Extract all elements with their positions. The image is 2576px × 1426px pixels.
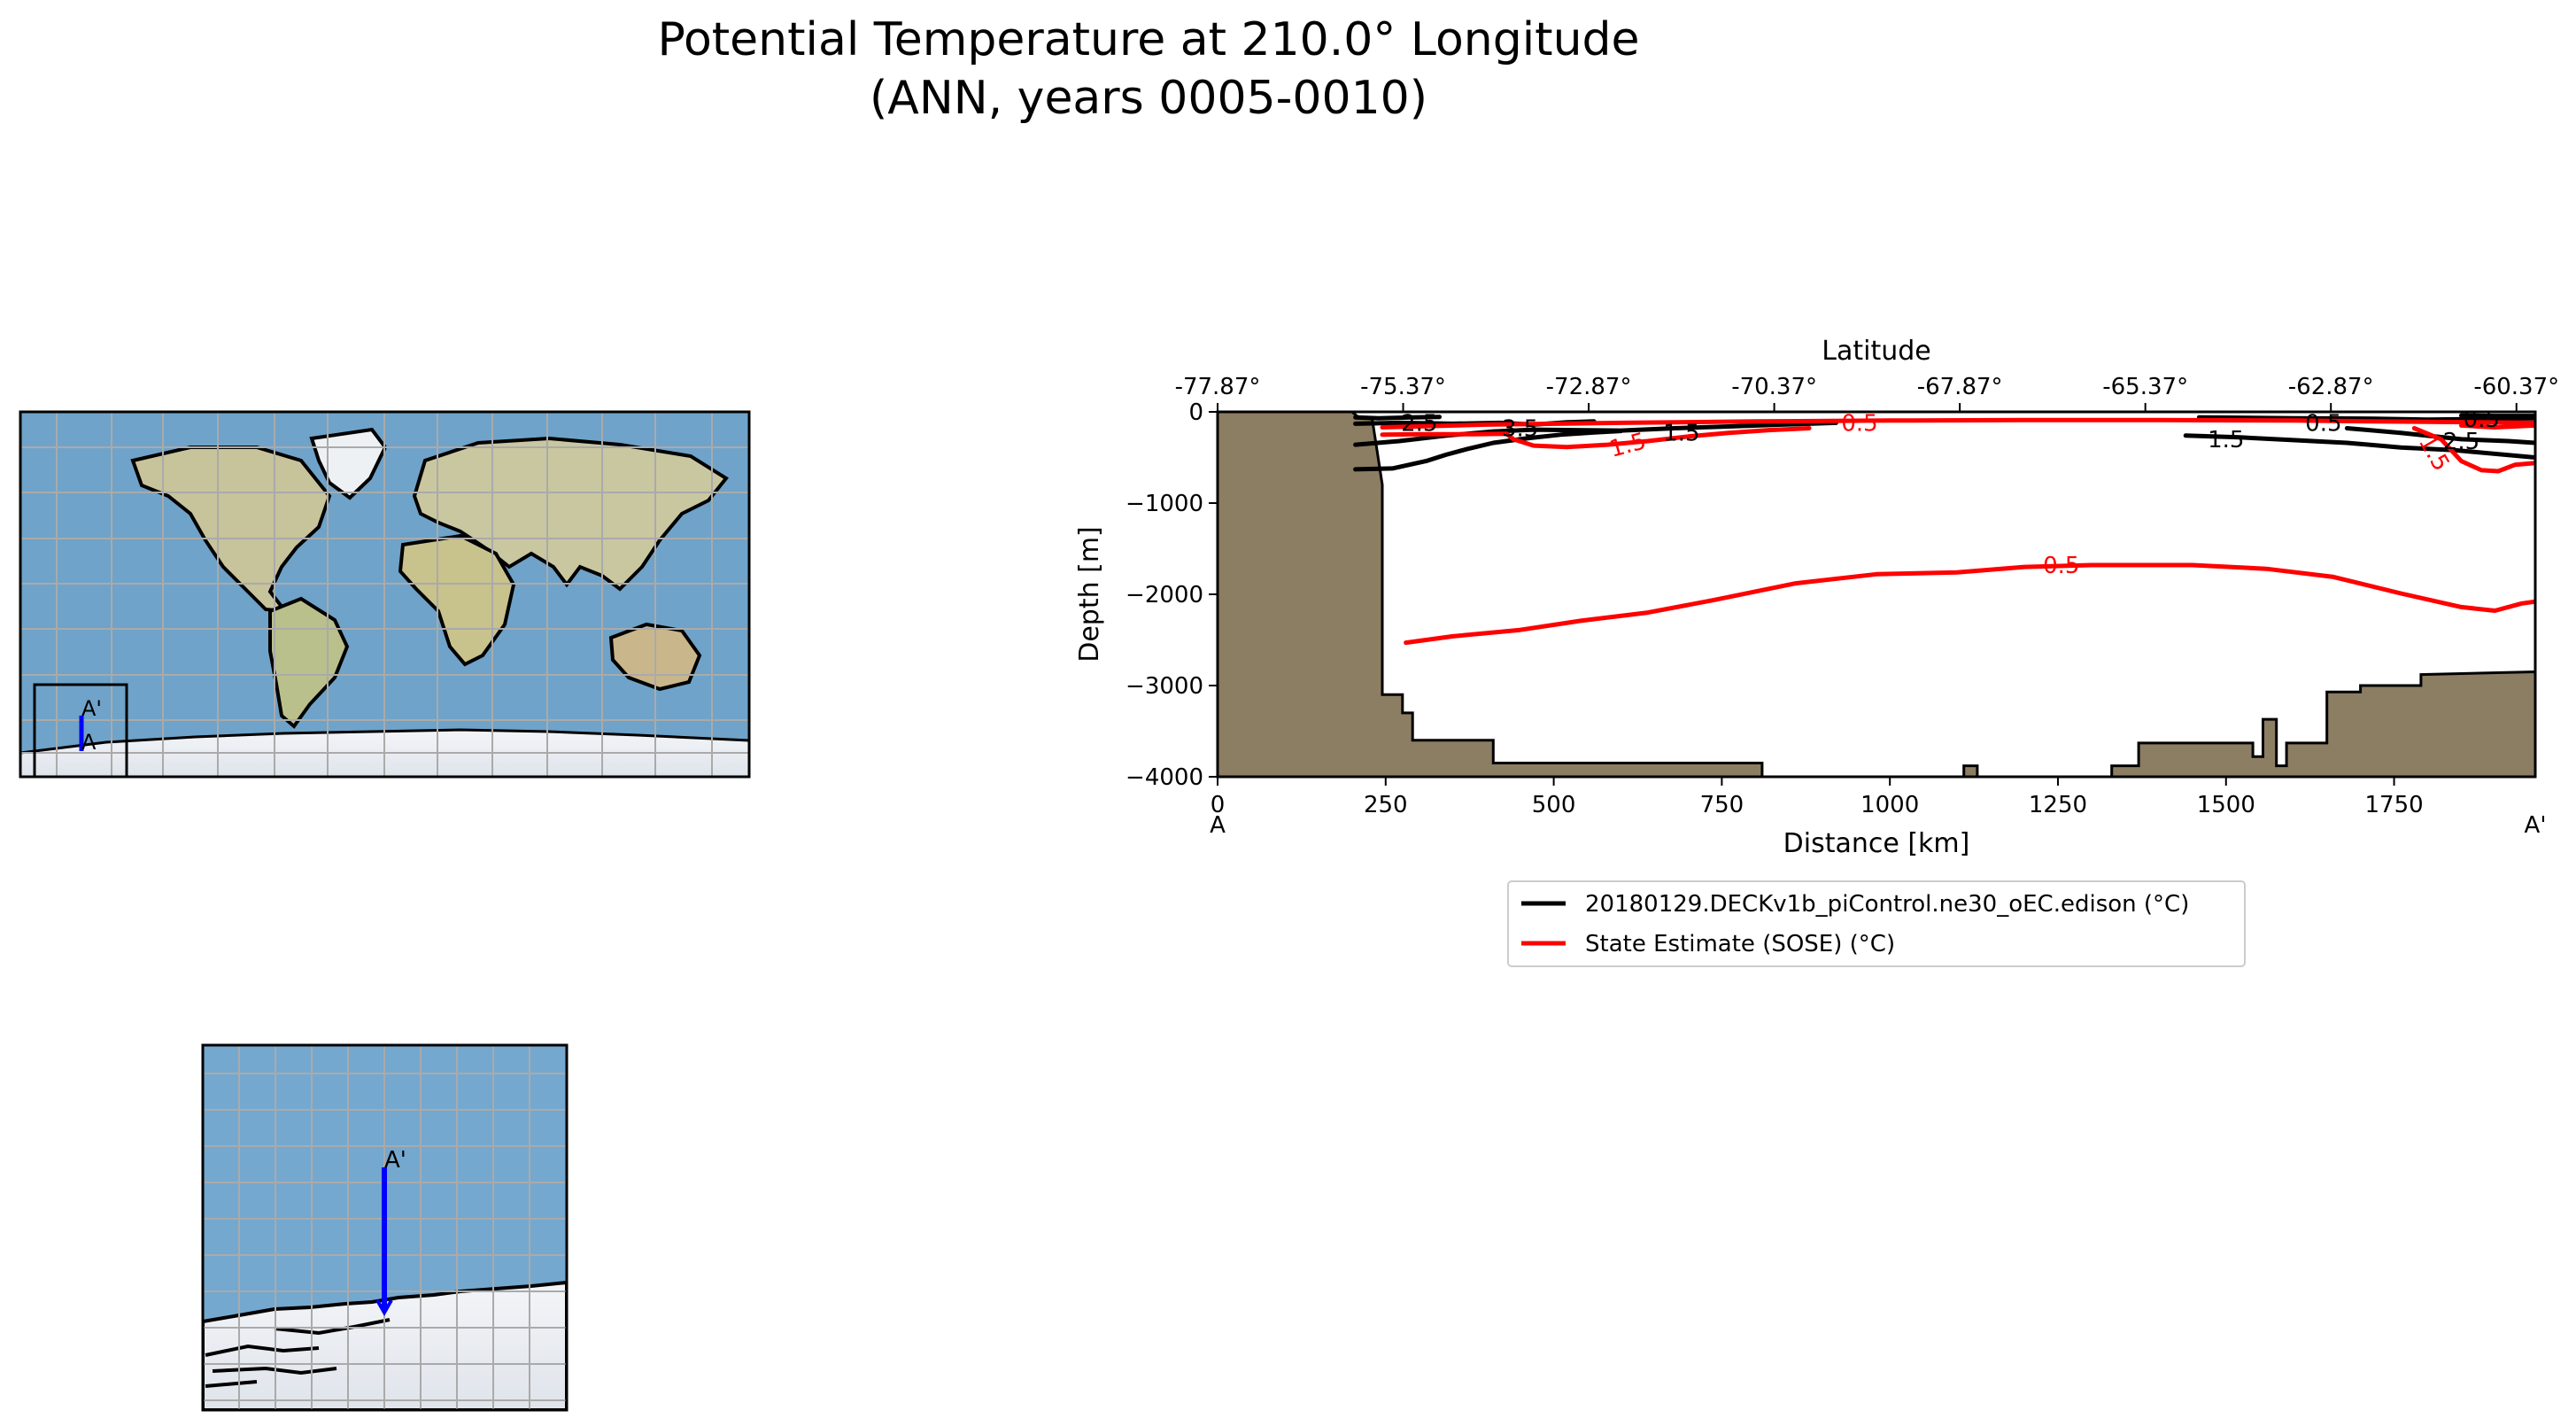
top-tick-label: -72.87° (1546, 374, 1632, 400)
y-axis-ticks: 0 −1000 −2000 −3000 −4000 (1126, 399, 1218, 791)
continent-africa (398, 533, 516, 667)
x-tick-label: 250 (1364, 792, 1408, 818)
contour-label: 1.5 (1663, 421, 1699, 447)
world-transect-end-label: A' (81, 696, 102, 721)
model-contour-0 (2196, 415, 2535, 422)
obs-contour-3 (2459, 422, 2535, 430)
top-tick-label: -60.37° (2473, 374, 2559, 400)
obs-contour-0 (1380, 417, 2535, 430)
contour-label: 2.5 (1401, 410, 1437, 437)
obs-contour-1 (1380, 426, 1812, 450)
model-contour-3 (2344, 426, 2535, 446)
world-gridlines (20, 412, 749, 777)
x-tick-label: 1250 (2029, 792, 2087, 818)
x-tick-label: 1500 (2197, 792, 2255, 818)
legend: 20180129.DECKv1b_piControl.ne30_oEC.edis… (1507, 880, 2246, 967)
zoom-gridlines (203, 1045, 567, 1410)
world-transect-start-label: A (81, 730, 97, 755)
y-tick-label: −4000 (1126, 764, 1203, 791)
world-map-frame (19, 410, 751, 779)
obs-contour-4 (1404, 562, 2535, 646)
bathymetry-land (1218, 412, 2535, 777)
section-end-label: A' (2525, 812, 2547, 839)
figure-subtitle: (ANN, years 0005-0010) (870, 72, 1427, 125)
top-tick-label: -65.37° (2102, 374, 2188, 400)
top-tick-label: -75.37° (1360, 374, 1446, 400)
top-tick-label: -67.87° (1917, 374, 2003, 400)
y-tick-label: −2000 (1126, 582, 1203, 608)
x-tick-label: 0 (1211, 792, 1226, 818)
y-axis-label: Depth [m] (1074, 526, 1105, 663)
contour-label: 0.5 (2464, 407, 2500, 433)
contour-label: 1.5 (2208, 427, 2244, 453)
world-map-inset: A' A (19, 410, 751, 779)
top-axis-ticks: -77.87° -75.37° -72.87° -70.37° -67.87° -65.3… (1175, 374, 2559, 412)
model-contour-5 (1353, 420, 1838, 447)
legend-frame (1507, 880, 2246, 967)
continent-north-america (130, 446, 332, 614)
zoom-map-frame (201, 1043, 569, 1412)
contour-label: 3.5 (1502, 416, 1538, 443)
y-tick-label: 0 (1188, 399, 1203, 426)
x-axis-label: Distance [km] (1783, 828, 1970, 859)
model-contour-7 (1353, 429, 1623, 472)
observation-contours (1380, 417, 2535, 646)
contour-label: 2.5 (2443, 429, 2479, 455)
contour-label: 0.5 (1841, 410, 1877, 437)
y-tick-label: −1000 (1126, 491, 1203, 517)
zoom-transect-arrow (375, 1299, 393, 1317)
zoom-region-box (33, 683, 128, 779)
obs-contour-2 (2411, 426, 2535, 474)
plot-area-background (1218, 412, 2535, 777)
top-tick-label: -70.37° (1731, 374, 1817, 400)
zoomed-inset-map: A' (201, 1043, 569, 1412)
x-tick-label: 750 (1700, 792, 1744, 818)
model-contour-1 (2459, 413, 2535, 419)
x-tick-label: 500 (1532, 792, 1576, 818)
section-start-label: A (1210, 812, 1226, 839)
x-axis-ticks: 0 250 500 750 1000 1250 1500 1750 (1211, 777, 2424, 818)
x-tick-label: 1000 (1860, 792, 1919, 818)
top-axis-label: Latitude (1822, 336, 1930, 367)
top-tick-label: -62.87° (2288, 374, 2374, 400)
section-plot: 0.51.5 1.50.51.53.52.51.50.52.50.5 0 250 50… (1074, 336, 2559, 859)
model-contour-2 (1353, 415, 1442, 421)
zoom-coast-detail (205, 1318, 391, 1388)
contour-label: 0.5 (2305, 410, 2341, 437)
legend-label-model: 20180129.DECKv1b_piControl.ne30_oEC.edis… (1585, 891, 2189, 918)
x-tick-label: 1750 (2364, 792, 2423, 818)
zoom-transect-end-label: A' (384, 1147, 406, 1174)
figure-title: Potential Temperature at 210.0° Longitud… (657, 13, 1639, 66)
top-tick-label: -77.87° (1175, 374, 1261, 400)
legend-label-obs: State Estimate (SOSE) (°C) (1585, 931, 1895, 957)
contour-label: 0.5 (2043, 553, 2079, 579)
model-contour-6 (2183, 433, 2535, 460)
y-tick-label: −3000 (1126, 673, 1203, 700)
